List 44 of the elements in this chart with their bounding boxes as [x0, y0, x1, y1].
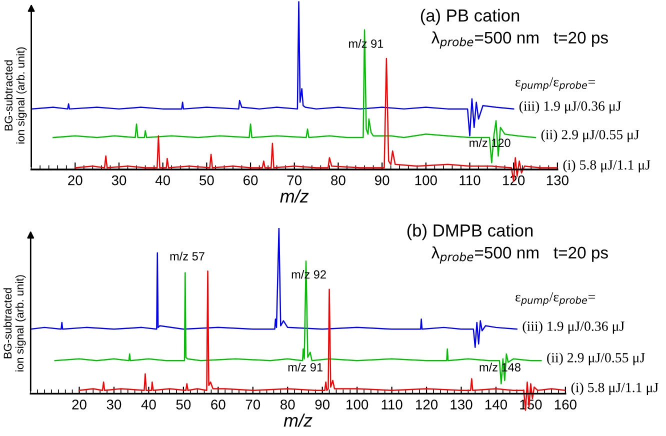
x-axis-title: m/z — [284, 414, 312, 427]
x-tick-label: 70 — [246, 400, 260, 410]
y-axis-title: BG-subtracted ion signal (arb. unit) — [4, 47, 27, 144]
x-tick-label: 90 — [315, 400, 330, 410]
x-tick-label: 140 — [485, 400, 508, 410]
series-label: (iii) 1.9 μJ/0.36 μJ — [522, 321, 624, 334]
x-tick-label: 30 — [106, 400, 122, 410]
x-tick-label: 50 — [176, 400, 191, 410]
x-tick-label: 70 — [287, 175, 302, 186]
x-tick-label: 40 — [155, 175, 170, 186]
x-tick-label: 160 — [554, 400, 576, 410]
x-tick-label: 60 — [211, 400, 226, 410]
x-tick-label: 90 — [374, 175, 390, 186]
x-tick-label: 40 — [141, 400, 156, 410]
x-tick-label: 100 — [415, 175, 437, 186]
x-tick-label: 20 — [68, 175, 82, 186]
series-label: (i) 5.8 μJ/1.1 μJ — [571, 382, 658, 396]
annotation: λ$_{probe}$=500 nm t=20 ps — [431, 246, 608, 264]
x-tick-label: 120 — [503, 175, 525, 186]
x-tick-label: 120 — [416, 400, 438, 410]
x-tick-label: 80 — [280, 400, 295, 410]
annotation: ε$_{pump}$/ε$_{probe}$= — [516, 77, 595, 91]
annotation: ε$_{pump}$/ε$_{probe}$= — [516, 292, 595, 306]
x-tick-label: 30 — [112, 175, 126, 186]
chart-title: (a) PB cation — [420, 8, 520, 26]
annotation: m/z 91 — [288, 362, 322, 372]
x-tick-label: 80 — [331, 175, 346, 186]
x-tick-label: 130 — [546, 175, 568, 186]
series-label: (ii) 2.9 μJ/0.55 μJ — [547, 352, 645, 366]
x-tick-label: 60 — [244, 175, 258, 186]
x-tick-label: 110 — [382, 400, 402, 410]
x-tick-label: 130 — [450, 400, 472, 410]
y-axis-title: BG-subtracted ion signal (arb. unit) — [3, 275, 26, 372]
series-label: (i) 5.8 μJ/1.1 μJ — [563, 160, 650, 172]
x-tick-label: 50 — [200, 175, 214, 186]
x-tick-label: 100 — [346, 400, 368, 410]
chart-title: (b) DMPB cation — [407, 224, 533, 240]
x-tick-label: 110 — [460, 175, 480, 186]
annotation: λ$_{probe}$=500 nm t=20 ps — [431, 31, 608, 49]
x-axis-title: m/z — [280, 189, 309, 203]
series-label: (iii) 1.9 μJ/0.36 μJ — [519, 100, 622, 114]
series-label: (ii) 2.9 μJ/0.55 μJ — [541, 130, 640, 142]
x-tick-label: 20 — [72, 400, 86, 410]
annotation: m/z 57 — [170, 252, 204, 260]
